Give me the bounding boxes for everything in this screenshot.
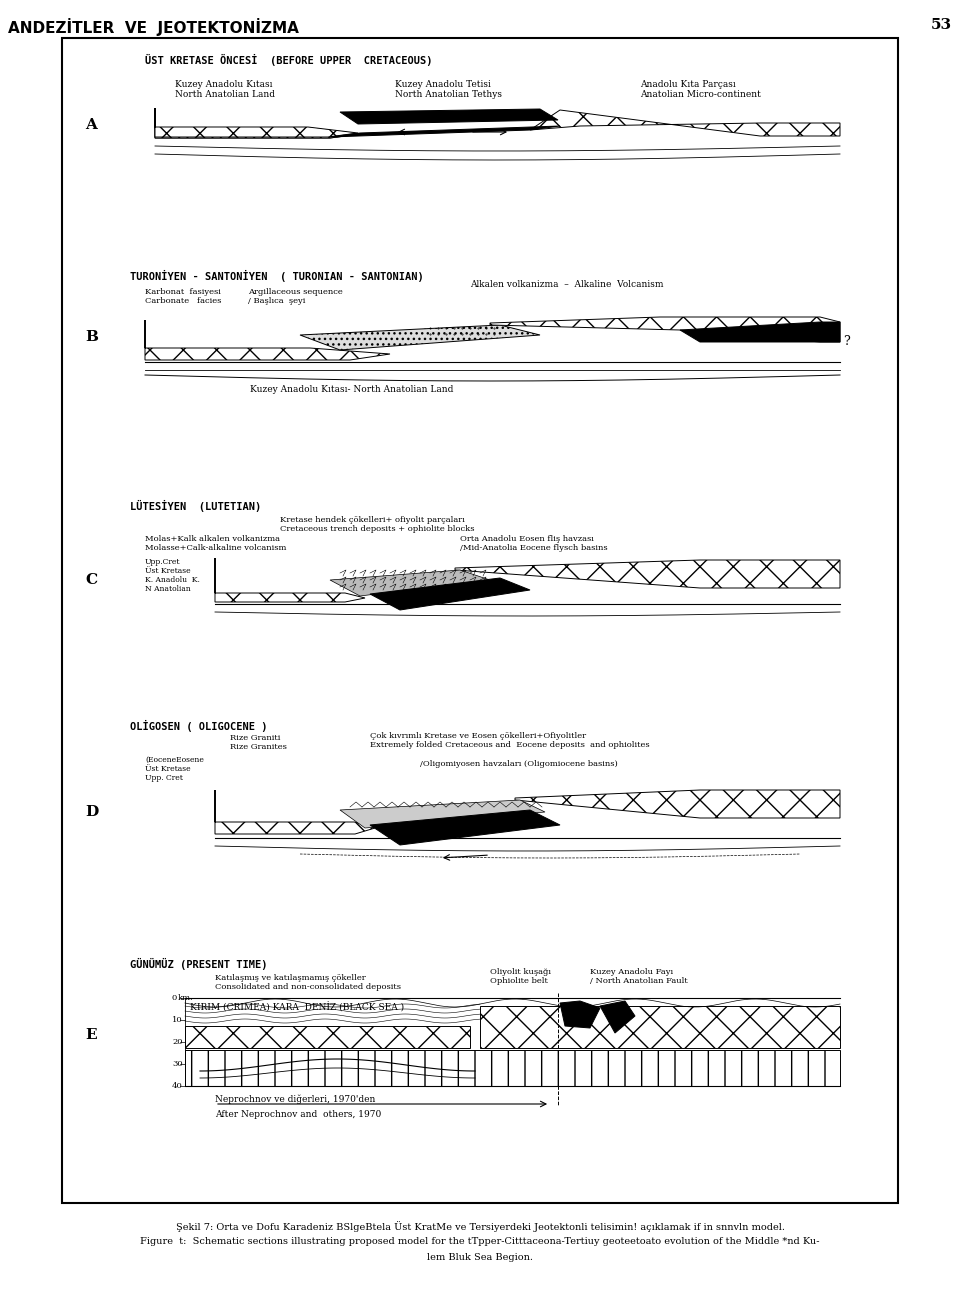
Polygon shape <box>560 1001 600 1028</box>
Polygon shape <box>155 109 360 138</box>
Polygon shape <box>185 1050 840 1087</box>
Text: Çok kıvrımlı Kretase ve Eosen çökelleri+Ofiyolitler: Çok kıvrımlı Kretase ve Eosen çökelleri+… <box>370 733 587 740</box>
Text: lem Bluk Sea Begion.: lem Bluk Sea Begion. <box>427 1253 533 1262</box>
Polygon shape <box>215 558 365 602</box>
Text: Şekil 7: Orta ve Dofu Karadeniz BSlgeBtela Üst KratMe ve Tersiyerdeki Jeotektonl: Şekil 7: Orta ve Dofu Karadeniz BSlgeBte… <box>176 1221 784 1233</box>
Text: 53: 53 <box>931 18 952 32</box>
Text: Orta Anadolu Eosen fliş havzası: Orta Anadolu Eosen fliş havzası <box>460 535 594 543</box>
Text: B: B <box>85 329 98 344</box>
Text: / North Anatolian Fault: / North Anatolian Fault <box>590 977 687 985</box>
Polygon shape <box>330 127 560 137</box>
Text: ANDEZİTLER  VE  JEOTEKTONİZMA: ANDEZİTLER VE JEOTEKTONİZMA <box>8 18 299 36</box>
Text: Kuzey Anadolu Fayı: Kuzey Anadolu Fayı <box>590 968 673 975</box>
Text: North Anatolian Land: North Anatolian Land <box>175 90 275 99</box>
Text: Kuzey Anadolu Kıtası: Kuzey Anadolu Kıtası <box>175 80 273 89</box>
Text: D: D <box>85 805 98 819</box>
Text: North Anatolian Tethys: North Anatolian Tethys <box>395 90 502 99</box>
Text: (EoceneEosene: (EoceneEosene <box>145 756 204 764</box>
Text: Extremely folded Cretaceous and  Eocene deposits  and ophiolites: Extremely folded Cretaceous and Eocene d… <box>370 742 650 749</box>
Text: /Oligomiyosen havzaları (Oligomiocene basins): /Oligomiyosen havzaları (Oligomiocene ba… <box>420 760 617 767</box>
Text: Upp. Cret: Upp. Cret <box>145 774 182 782</box>
Text: Ophiolite belt: Ophiolite belt <box>490 977 548 985</box>
Polygon shape <box>215 789 375 835</box>
Text: A: A <box>85 118 97 132</box>
Text: E: E <box>85 1028 97 1043</box>
Text: Anatolian Micro-continent: Anatolian Micro-continent <box>640 90 761 99</box>
Polygon shape <box>680 322 840 342</box>
Text: Argillaceous sequence: Argillaceous sequence <box>248 288 343 296</box>
Polygon shape <box>340 109 558 124</box>
Polygon shape <box>515 789 840 818</box>
Polygon shape <box>480 1006 840 1048</box>
Text: Molasse+Calk-alkaline volcanism: Molasse+Calk-alkaline volcanism <box>145 544 286 552</box>
Text: Katılaşmış ve katılaşmamış çökeller: Katılaşmış ve katılaşmamış çökeller <box>215 974 366 982</box>
Text: Anadolu Kıta Parçası: Anadolu Kıta Parçası <box>640 80 735 89</box>
Text: Karbonat  fasiyesi: Karbonat fasiyesi <box>145 288 221 296</box>
Polygon shape <box>155 109 360 138</box>
Bar <box>62 37 898 1203</box>
Text: Carbonate   facies: Carbonate facies <box>145 297 222 305</box>
Text: /Mid-Anatolia Eocene flysch basins: /Mid-Anatolia Eocene flysch basins <box>460 544 608 552</box>
Polygon shape <box>600 1001 635 1034</box>
Polygon shape <box>300 326 540 350</box>
Text: Kuzey Anadolu Kıtası- North Anatolian Land: Kuzey Anadolu Kıtası- North Anatolian La… <box>250 385 453 394</box>
Text: TURONİYEN - SANTONİYEN  ( TURONIAN - SANTONIAN): TURONİYEN - SANTONİYEN ( TURONIAN - SANT… <box>130 270 423 282</box>
Polygon shape <box>155 109 358 137</box>
Text: ÜST KRETASE ÖNCESİ  (BEFORE UPPER  CRETACEOUS): ÜST KRETASE ÖNCESİ (BEFORE UPPER CRETACE… <box>145 54 433 66</box>
Text: Üst Kretase: Üst Kretase <box>145 765 191 773</box>
Polygon shape <box>490 317 840 342</box>
Text: GÜNÜMÜZ (PRESENT TIME): GÜNÜMÜZ (PRESENT TIME) <box>130 957 268 970</box>
Text: Neprochnov ve diğerleri, 1970'den: Neprochnov ve diğerleri, 1970'den <box>215 1094 375 1103</box>
Text: N Anatolian: N Anatolian <box>145 585 191 593</box>
Text: LÜTESİYEN  (LUTETIAN): LÜTESİYEN (LUTETIAN) <box>130 500 261 512</box>
Polygon shape <box>455 559 840 588</box>
Polygon shape <box>340 800 545 828</box>
Text: After Neprochnov and  others, 1970: After Neprochnov and others, 1970 <box>215 1110 381 1119</box>
Text: KIRIM (CRIMEA) KARA  DENİZ (BLACK SEA ): KIRIM (CRIMEA) KARA DENİZ (BLACK SEA ) <box>190 1003 404 1013</box>
Text: Upp.Cret: Upp.Cret <box>145 558 180 566</box>
Text: Kuzey Anadolu Tetisi: Kuzey Anadolu Tetisi <box>395 80 491 89</box>
Text: K. Anadolu  K.: K. Anadolu K. <box>145 576 200 584</box>
Text: ?: ? <box>843 335 850 348</box>
Polygon shape <box>370 810 560 845</box>
Text: Rize Graniti: Rize Graniti <box>230 734 280 742</box>
Polygon shape <box>370 578 530 610</box>
Polygon shape <box>185 1026 470 1048</box>
Text: 30: 30 <box>172 1059 182 1068</box>
Text: km.: km. <box>178 994 194 1003</box>
Text: Kretase hendek çökelleri+ ofiyolit parçaları: Kretase hendek çökelleri+ ofiyolit parça… <box>280 516 465 525</box>
Text: Cretaceous trench deposits + ophiolite blocks: Cretaceous trench deposits + ophiolite b… <box>280 525 474 534</box>
Text: 10: 10 <box>172 1016 182 1025</box>
Text: Molas+Kalk alkalen volkanizma: Molas+Kalk alkalen volkanizma <box>145 535 280 543</box>
Polygon shape <box>330 570 490 596</box>
Text: / Başlıca  şeyi: / Başlıca şeyi <box>248 297 305 305</box>
Text: 0: 0 <box>172 994 178 1003</box>
Text: Alkalen volkanizma  –  Alkaline  Volcanism: Alkalen volkanizma – Alkaline Volcanism <box>470 280 663 289</box>
Text: Rize Granites: Rize Granites <box>230 743 287 751</box>
Text: OLİGOSEN ( OLIGOCENE ): OLİGOSEN ( OLIGOCENE ) <box>130 720 268 733</box>
Text: 40: 40 <box>172 1081 182 1090</box>
Text: Oliyolit kuşağı: Oliyolit kuşağı <box>490 968 551 975</box>
Polygon shape <box>530 110 840 136</box>
Text: 20: 20 <box>172 1037 182 1047</box>
Text: Figure  t:  Schematic sections illustrating proposed model for the tTpper-Cittta: Figure t: Schematic sections illustratin… <box>140 1236 820 1245</box>
Polygon shape <box>145 320 390 360</box>
Text: C: C <box>85 572 97 587</box>
Text: Üst Kretase: Üst Kretase <box>145 567 191 575</box>
Text: Consolidated and non-consolidated deposits: Consolidated and non-consolidated deposi… <box>215 983 401 991</box>
